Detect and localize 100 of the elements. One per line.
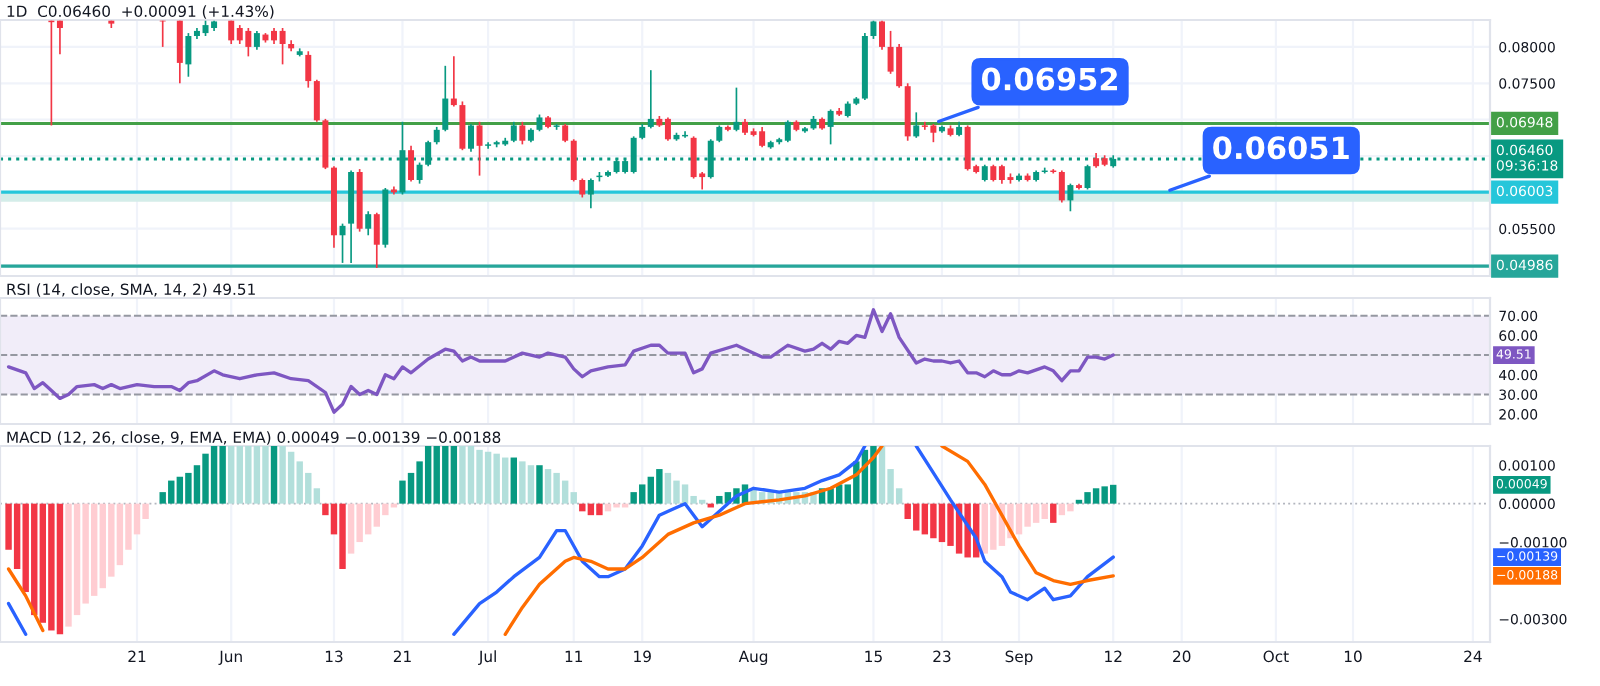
candlestick (373, 211, 380, 269)
bar (185, 472, 192, 504)
bar (433, 446, 440, 504)
bar (519, 461, 526, 504)
bar (56, 503, 64, 635)
candlestick (896, 43, 903, 89)
candlestick (579, 177, 586, 199)
bar (450, 446, 458, 504)
candlestick (313, 78, 320, 123)
candlestick (879, 20, 886, 51)
bar (176, 476, 184, 504)
bar (527, 465, 535, 504)
candlestick (279, 27, 286, 66)
candlestick (519, 120, 526, 146)
candlestick (245, 27, 252, 58)
bar (484, 451, 492, 504)
bar (48, 503, 55, 631)
candlestick (450, 55, 457, 108)
bar (938, 503, 946, 543)
bar (990, 503, 997, 550)
bar (424, 446, 432, 504)
candlestick (570, 138, 577, 183)
bar (202, 453, 209, 504)
candlestick (1067, 182, 1074, 213)
bar (245, 446, 252, 504)
candlestick (236, 24, 243, 45)
bar (673, 480, 680, 504)
candlestick (56, 20, 63, 56)
bar (476, 449, 483, 504)
bar (493, 453, 500, 504)
bar (399, 480, 406, 504)
bar (279, 446, 286, 504)
bar (347, 503, 355, 554)
bar (1101, 486, 1108, 504)
candlestick (562, 123, 569, 144)
bar (561, 480, 569, 504)
bar (1050, 503, 1057, 523)
candlestick (467, 123, 474, 153)
candlestick (827, 108, 834, 146)
bar (467, 446, 475, 504)
bar (630, 492, 637, 504)
bar (544, 469, 552, 504)
candlestick (998, 163, 1005, 185)
bar (716, 495, 723, 504)
candlestick (185, 32, 192, 78)
bar (253, 446, 261, 504)
bar (90, 503, 98, 596)
candlestick (1084, 163, 1091, 191)
bar (339, 503, 346, 569)
candlestick (339, 222, 346, 264)
bar (1041, 503, 1048, 520)
bar (681, 484, 689, 504)
bar (664, 472, 672, 504)
bar (596, 503, 603, 516)
candlestick (485, 141, 492, 150)
candlestick (690, 135, 697, 180)
candlestick (587, 177, 594, 210)
annotation: 0.06051 (1213, 136, 1349, 160)
candlestick (930, 123, 937, 144)
candlestick (784, 119, 791, 144)
candlestick (365, 210, 372, 237)
bar (656, 469, 663, 504)
candlestick (964, 124, 971, 172)
bar (947, 503, 954, 546)
candlestick (253, 30, 260, 51)
candlestick (647, 69, 654, 130)
bar (1015, 503, 1023, 535)
bar (1084, 492, 1091, 504)
bar (65, 503, 72, 627)
candlestick (459, 100, 466, 152)
bar (270, 446, 278, 504)
candlestick (913, 111, 920, 139)
bar (1032, 503, 1040, 523)
bar (262, 446, 269, 504)
candlestick (408, 144, 415, 183)
bar (210, 446, 218, 504)
candlestick (476, 120, 483, 177)
line-series (6, 308, 1115, 414)
bar (930, 503, 937, 539)
candlestick (759, 126, 766, 149)
candlestick (921, 120, 928, 131)
annotation: 0.06952 (981, 67, 1117, 91)
bar (870, 446, 877, 504)
bar (878, 446, 886, 504)
bar (1067, 503, 1074, 512)
bar (39, 503, 47, 623)
bar (228, 446, 235, 504)
bar (1092, 488, 1100, 504)
candlestick (305, 50, 312, 89)
candlestick (176, 20, 183, 85)
bar (459, 446, 466, 504)
bar (579, 503, 586, 512)
candlestick (664, 116, 671, 142)
candlestick (510, 120, 517, 144)
bar (921, 503, 929, 535)
candlestick (442, 64, 449, 133)
bar (1024, 503, 1031, 527)
candlestick (1058, 169, 1065, 204)
candlestick (733, 86, 740, 133)
bar (287, 451, 295, 504)
